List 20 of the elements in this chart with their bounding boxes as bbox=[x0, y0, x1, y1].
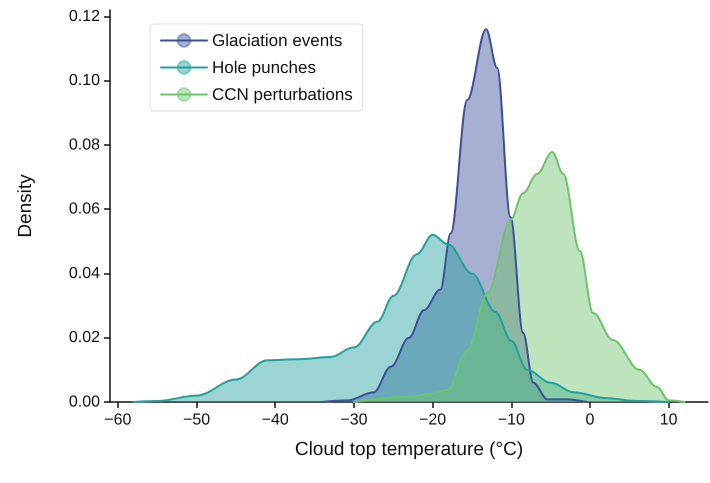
y-tick-label: 0.12 bbox=[68, 8, 100, 25]
legend-label: CCN perturbations bbox=[212, 85, 353, 104]
y-axis-title: Density bbox=[15, 174, 36, 238]
x-tick-label: 10 bbox=[660, 412, 678, 428]
x-tick-label: −20 bbox=[419, 412, 446, 428]
legend-label: Glaciation events bbox=[212, 31, 342, 50]
x-tick-label: −50 bbox=[182, 412, 210, 428]
x-tick-label: −40 bbox=[262, 412, 289, 428]
y-tick-label: 0.10 bbox=[68, 72, 100, 90]
x-tick-label: −10 bbox=[498, 412, 525, 428]
x-tick-label: −60 bbox=[104, 412, 132, 428]
y-tick-label: 0.04 bbox=[68, 264, 100, 282]
x-axis-title: Cloud top temperature (°C) bbox=[294, 439, 524, 460]
x-tick-label: 0 bbox=[586, 412, 595, 428]
y-tick-label: 0.00 bbox=[68, 394, 100, 410]
y-tick-label: 0.08 bbox=[68, 136, 100, 154]
y-tick-label: 0.06 bbox=[68, 200, 100, 218]
y-tick-label: 0.02 bbox=[68, 329, 100, 346]
x-tick-label: −30 bbox=[340, 412, 368, 428]
legend-label: Hole punches bbox=[212, 58, 316, 77]
